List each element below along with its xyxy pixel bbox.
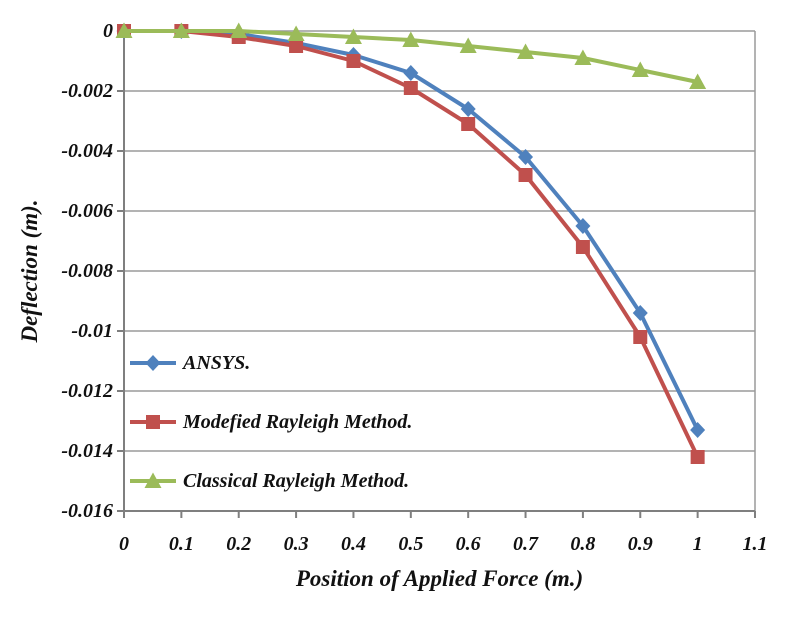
- data-point-marker: [172, 22, 190, 38]
- y-tick-label: -0.016: [61, 500, 113, 522]
- x-tick-label: 0.1: [169, 533, 194, 555]
- y-tick-label: -0.012: [61, 380, 113, 402]
- data-point-marker: [631, 61, 649, 77]
- x-tick-label: 0.9: [628, 533, 653, 555]
- data-point-marker: [402, 31, 420, 47]
- data-point-marker: [633, 330, 648, 344]
- x-tick-label: 0.5: [398, 533, 423, 555]
- data-point-marker: [690, 422, 706, 438]
- y-tick-label: 0: [103, 20, 113, 42]
- y-tick-label: -0.008: [61, 260, 113, 282]
- x-tick-label: 0.6: [456, 533, 481, 555]
- legend-label: ANSYS.: [181, 352, 250, 374]
- data-point-marker: [115, 22, 133, 38]
- data-point-marker: [289, 39, 304, 53]
- x-tick-label: 0: [119, 533, 129, 555]
- data-point-marker: [346, 54, 361, 68]
- data-point-marker: [230, 22, 248, 38]
- legend-label: Modefied Rayleigh Method.: [182, 411, 412, 433]
- legend-label: Classical Rayleigh Method.: [183, 470, 409, 492]
- x-tick-label: 1.1: [743, 533, 768, 555]
- x-axis-title: Position of Applied Force (m.): [295, 566, 584, 591]
- data-point-marker: [344, 28, 362, 44]
- data-point-marker: [689, 73, 707, 89]
- y-axis-title: Deflection (m).: [17, 199, 42, 343]
- data-point-marker: [403, 81, 418, 95]
- legend-marker: [144, 472, 162, 488]
- data-point-marker: [403, 65, 419, 81]
- y-tick-label: -0.01: [71, 320, 113, 342]
- data-point-marker: [575, 218, 591, 234]
- x-tick-label: 0.7: [513, 533, 539, 555]
- data-point-marker: [690, 450, 705, 464]
- x-tick-label: 1: [693, 533, 703, 555]
- data-point-marker: [459, 37, 477, 53]
- y-tick-label: -0.006: [61, 200, 113, 222]
- y-tick-label: -0.002: [61, 80, 113, 102]
- y-tick-label: -0.004: [61, 140, 113, 162]
- data-point-marker: [287, 25, 305, 41]
- data-point-marker: [518, 149, 534, 165]
- x-tick-label: 0.8: [570, 533, 595, 555]
- data-point-marker: [575, 240, 590, 254]
- x-tick-label: 0.4: [341, 533, 366, 555]
- data-point-marker: [518, 168, 533, 182]
- data-point-marker: [632, 305, 648, 321]
- x-tick-label: 0.2: [226, 533, 251, 555]
- data-point-marker: [517, 43, 535, 59]
- data-point-marker: [460, 101, 476, 117]
- data-point-marker: [461, 117, 476, 131]
- legend-marker: [146, 415, 160, 429]
- x-tick-label: 0.3: [284, 533, 309, 555]
- legend-marker: [145, 355, 161, 371]
- y-tick-label: -0.014: [61, 440, 113, 462]
- data-point-marker: [574, 49, 592, 65]
